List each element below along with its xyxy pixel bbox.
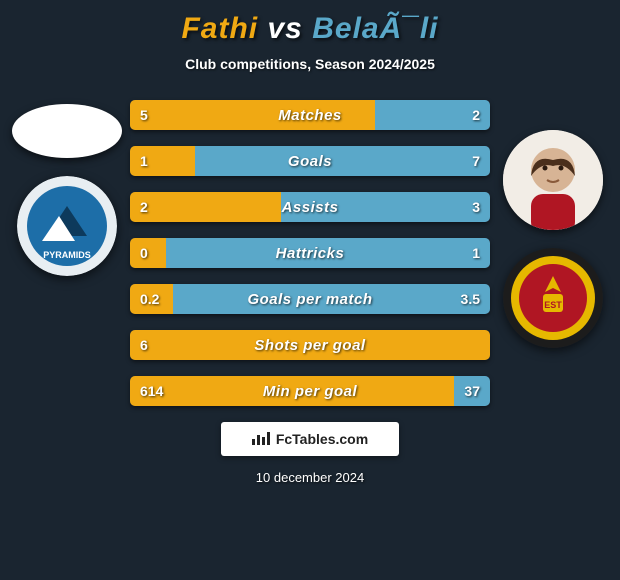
- player2-photo: [503, 130, 603, 230]
- stat-row: 0.23.5Goals per match: [130, 284, 490, 314]
- stat-label: Shots per goal: [130, 330, 490, 360]
- chart-icon: [252, 431, 270, 448]
- stat-label: Hattricks: [130, 238, 490, 268]
- title-player1: Fathi: [181, 12, 258, 45]
- content-wrapper: Fathi vs BelaÃ¯li Club competitions, Sea…: [0, 0, 620, 485]
- title-vs: vs: [268, 12, 303, 45]
- svg-text:EST: EST: [544, 300, 562, 310]
- stat-label: Matches: [130, 100, 490, 130]
- stat-row: 23Assists: [130, 192, 490, 222]
- stat-row: 52Matches: [130, 100, 490, 130]
- page-title: Fathi vs BelaÃ¯li: [0, 0, 620, 46]
- site-name: FcTables.com: [276, 431, 368, 447]
- title-player2: BelaÃ¯li: [312, 12, 438, 45]
- stat-label: Goals per match: [130, 284, 490, 314]
- player1-club-badge: PYRAMIDS: [17, 176, 117, 276]
- left-avatars: PYRAMIDS: [12, 104, 122, 276]
- stat-row: 6Shots per goal: [130, 330, 490, 360]
- footer-date: 10 december 2024: [0, 470, 620, 485]
- stat-row: 61437Min per goal: [130, 376, 490, 406]
- subtitle: Club competitions, Season 2024/2025: [0, 56, 620, 72]
- stat-label: Assists: [130, 192, 490, 222]
- site-logo: FcTables.com: [221, 422, 399, 456]
- stat-bars: 52Matches 17Goals 23Assists 01Hattricks 0.23…: [130, 100, 490, 406]
- player2-club-badge: EST: [503, 248, 603, 348]
- esperance-badge-icon: EST: [503, 248, 603, 348]
- stat-label: Goals: [130, 146, 490, 176]
- right-avatars: EST: [498, 130, 608, 348]
- player2-photo-icon: [503, 130, 603, 230]
- pyramids-badge-icon: PYRAMIDS: [17, 176, 117, 276]
- stat-row: 01Hattricks: [130, 238, 490, 268]
- player1-photo: [12, 104, 122, 158]
- stat-row: 17Goals: [130, 146, 490, 176]
- svg-text:PYRAMIDS: PYRAMIDS: [43, 250, 91, 260]
- stat-label: Min per goal: [130, 376, 490, 406]
